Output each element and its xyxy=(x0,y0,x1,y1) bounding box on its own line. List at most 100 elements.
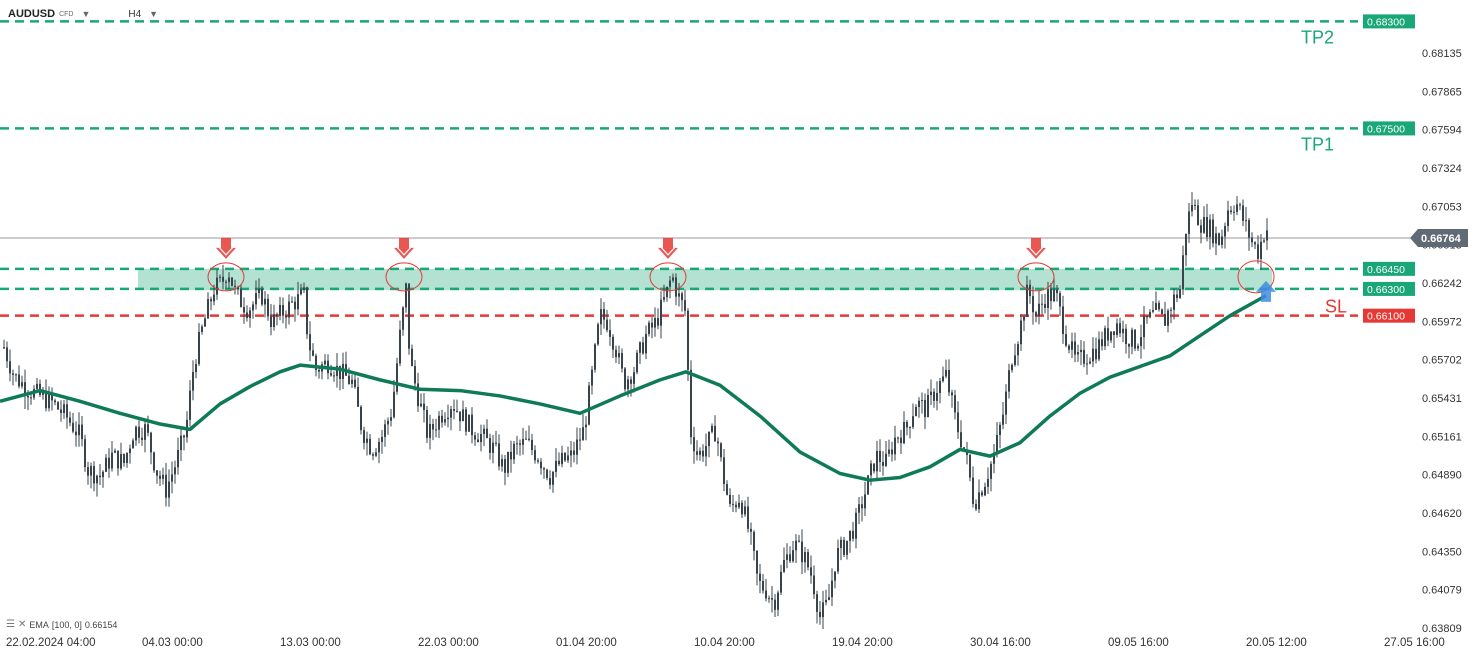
candle-body xyxy=(945,370,947,377)
candle-body xyxy=(312,350,314,356)
candle-body xyxy=(57,402,59,410)
price-badge xyxy=(1363,261,1415,276)
candle-body xyxy=(861,504,863,509)
candle-body xyxy=(915,406,917,417)
candle-body xyxy=(780,571,782,593)
candle-body xyxy=(438,415,440,430)
candle-body xyxy=(1155,302,1157,311)
candle-body xyxy=(657,318,659,326)
time-tick-label: 30.04 16:00 xyxy=(970,637,1031,649)
candle-body xyxy=(672,277,674,281)
candle-body xyxy=(840,539,842,548)
candle-body xyxy=(138,426,140,438)
timeframe-dropdown-icon[interactable]: ▼ xyxy=(149,9,159,19)
close-icon[interactable]: ✕ xyxy=(17,619,27,630)
candle-body xyxy=(333,375,335,377)
candle-body xyxy=(75,431,77,436)
candle-body xyxy=(1227,210,1229,227)
candle-body xyxy=(1179,289,1181,299)
candle-body xyxy=(45,391,47,409)
price-badge-label: 0.67500 xyxy=(1367,123,1405,135)
ema-params: [100, 0] xyxy=(51,619,82,630)
candle-body xyxy=(705,446,707,457)
candle-body xyxy=(297,294,299,310)
candle-body xyxy=(978,492,980,510)
candle-body xyxy=(579,439,581,441)
candle-body xyxy=(339,365,341,379)
candle-body xyxy=(900,437,902,444)
candle-body xyxy=(201,326,203,332)
symbol-dropdown-icon[interactable]: ▼ xyxy=(81,9,91,19)
candle-body xyxy=(1260,241,1262,259)
candle-body xyxy=(588,385,590,425)
candle-body xyxy=(564,452,566,461)
candle-body xyxy=(939,381,941,393)
candle-body xyxy=(987,478,989,487)
price-tick-label: 0.67594 xyxy=(1422,125,1462,137)
candle-body xyxy=(642,342,644,354)
candle-body xyxy=(561,452,563,465)
candle-body xyxy=(963,447,965,450)
symbol-label[interactable]: AUDUSD xyxy=(8,8,56,20)
ema-line xyxy=(0,294,1267,482)
price-tick-label: 0.64350 xyxy=(1422,546,1462,558)
candle-body xyxy=(141,437,143,440)
candle-body xyxy=(1050,289,1052,302)
candle-body xyxy=(912,416,914,428)
candle-body xyxy=(42,391,44,395)
touch-circle xyxy=(207,262,245,292)
price-badge xyxy=(1363,308,1415,323)
candle-body xyxy=(744,506,746,515)
candle-body xyxy=(30,397,32,399)
candle-body xyxy=(522,439,524,445)
candle-body xyxy=(1185,233,1187,256)
candle-body xyxy=(663,297,665,300)
candle-body xyxy=(474,435,476,440)
candle-body xyxy=(222,276,224,282)
candle-body xyxy=(375,452,377,456)
candle-body xyxy=(153,452,155,471)
candle-body xyxy=(1188,211,1190,234)
time-tick-label: 22.02.2024 04:00 xyxy=(6,637,96,649)
candle-body xyxy=(348,375,350,384)
price-tick-label: 0.64890 xyxy=(1422,470,1462,482)
candle-body xyxy=(111,452,113,469)
candle-body xyxy=(960,432,962,448)
candle-body xyxy=(1035,312,1037,317)
candle-body xyxy=(27,395,29,398)
level-name-label: SL xyxy=(1325,297,1347,317)
candle-body xyxy=(756,550,758,574)
candle-body xyxy=(1143,315,1145,338)
candle-body xyxy=(537,460,539,462)
candle-body xyxy=(684,300,686,311)
candle-body xyxy=(999,424,1001,436)
candle-body xyxy=(294,301,296,310)
candle-body xyxy=(918,400,920,407)
settings-icon[interactable]: ☰ xyxy=(6,619,15,630)
price-tick-label: 0.64620 xyxy=(1422,508,1462,520)
candle-body xyxy=(585,424,587,428)
candle-body xyxy=(711,425,713,432)
timeframe-selector[interactable]: H4 xyxy=(128,8,142,20)
candle-body xyxy=(774,599,776,610)
candle-body xyxy=(867,475,869,495)
candle-body xyxy=(615,349,617,358)
sell-arrow-chevron xyxy=(1025,243,1047,256)
candle-body xyxy=(1170,309,1172,311)
candle-body xyxy=(618,353,620,358)
candle-body xyxy=(543,468,545,470)
candle-body xyxy=(528,438,530,440)
candle-body xyxy=(1116,323,1118,335)
candle-body xyxy=(798,540,800,542)
candle-body xyxy=(897,437,899,439)
candle-body xyxy=(1080,349,1082,353)
candle-body xyxy=(354,379,356,387)
candle-body xyxy=(948,370,950,393)
candle-body xyxy=(69,417,71,423)
candle-body xyxy=(1236,204,1238,212)
candle-body xyxy=(369,438,371,455)
candle-body xyxy=(192,372,194,391)
time-tick-label: 20.05 12:00 xyxy=(1246,637,1307,649)
candle-body xyxy=(909,427,911,429)
